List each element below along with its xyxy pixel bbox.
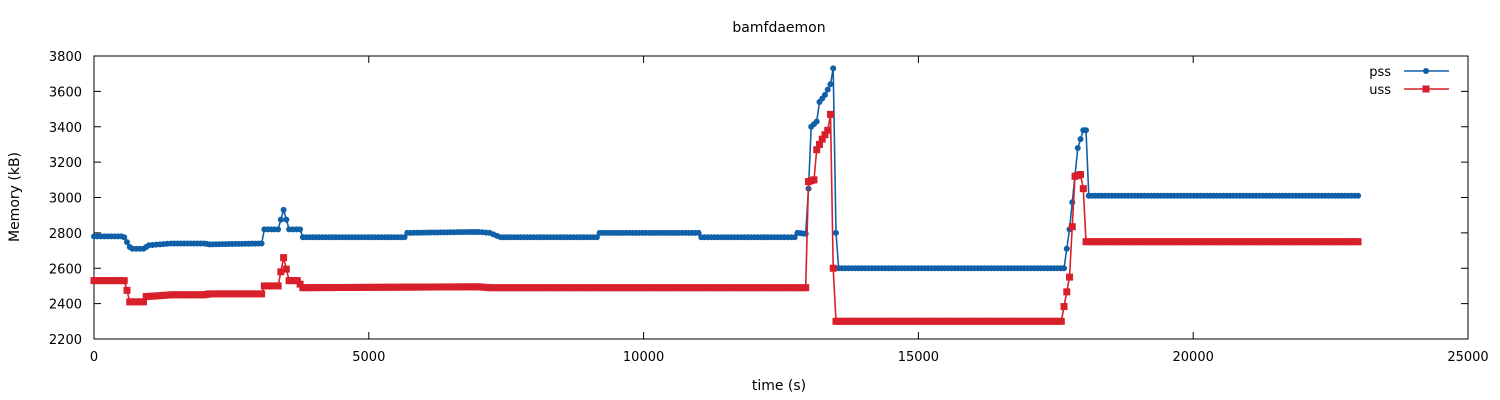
x-tick-label: 5000 [352, 350, 385, 365]
x-tick-label: 25000 [1447, 350, 1488, 365]
pss-point [1061, 265, 1068, 272]
pss-point [121, 234, 128, 241]
y-tick-label: 2600 [49, 262, 82, 277]
uss-point [1063, 288, 1071, 296]
uss-point [482, 283, 490, 291]
legend: pss uss [1369, 65, 1449, 98]
uss-point [802, 284, 810, 292]
series-lines [90, 65, 1362, 325]
pss-point [821, 91, 828, 98]
pss-point [123, 239, 130, 246]
pss-point [832, 229, 839, 236]
y-tick-label: 3600 [49, 85, 82, 100]
uss-point [1422, 85, 1430, 93]
pss-point [593, 234, 600, 241]
pss-point [1355, 192, 1362, 199]
uss-point [829, 264, 837, 272]
chart-title: bamfdaemon [732, 20, 825, 36]
uss-point [282, 265, 290, 273]
uss-point [1068, 223, 1076, 231]
pss-point [1077, 136, 1084, 143]
uss-point [1066, 273, 1074, 281]
pss-point [1074, 144, 1081, 151]
y-tick-label: 2200 [49, 333, 82, 348]
y-tick-label: 3800 [49, 50, 82, 65]
uss-point [1057, 317, 1065, 325]
x-tick-label: 15000 [898, 350, 939, 365]
pss-point [830, 65, 837, 72]
uss-point [824, 126, 832, 134]
uss-point [475, 283, 483, 291]
pss-point [791, 234, 798, 241]
pss-point [824, 86, 831, 93]
pss-point [275, 226, 282, 233]
uss-point [274, 282, 282, 290]
uss-point [1079, 185, 1087, 193]
uss-point [813, 146, 821, 154]
uss-point [1354, 238, 1362, 246]
pss-point [401, 234, 408, 241]
uss-point [293, 277, 301, 285]
legend-label-pss: pss [1369, 65, 1391, 80]
uss-point [258, 290, 266, 298]
uss-point [478, 283, 486, 291]
uss-point [296, 280, 304, 288]
uss-point [1060, 303, 1068, 311]
uss-point [120, 277, 128, 285]
pss-point [1083, 127, 1090, 134]
y-tick-label: 2400 [49, 298, 82, 313]
uss-point [123, 286, 131, 294]
uss-point [821, 131, 829, 139]
pss-series [91, 65, 1362, 272]
uss-point [139, 298, 147, 306]
pss-point [1423, 68, 1429, 74]
pss-point [277, 216, 284, 223]
y-tick-label: 3400 [49, 121, 82, 136]
uss-series [90, 110, 1362, 325]
x-axis-title: time (s) [752, 378, 806, 394]
uss-point [1077, 171, 1085, 179]
pss-point [258, 240, 265, 247]
uss-point [160, 291, 168, 299]
pss-point [283, 216, 290, 223]
uss-point [826, 110, 834, 118]
pss-point [827, 81, 834, 88]
x-tick-label: 0 [90, 350, 98, 365]
x-tick-label: 20000 [1173, 350, 1214, 365]
y-tick-label: 3200 [49, 156, 82, 171]
y-axis-title: Memory (kB) [7, 152, 23, 242]
uss-point [156, 292, 164, 300]
uss-point [818, 135, 826, 143]
y-tick-label: 3000 [49, 192, 82, 207]
uss-point [280, 254, 288, 262]
axis-ticks: 0 5000 10000 15000 20000 25000 2200 2400 2600 280… [49, 50, 1489, 365]
pss-point [813, 118, 820, 125]
x-tick-label: 10000 [623, 350, 664, 365]
pss-point [297, 226, 304, 233]
pss-point [1063, 245, 1070, 252]
uss-point [163, 291, 171, 299]
uss-point [810, 176, 818, 184]
uss-point [815, 140, 823, 148]
pss-point [280, 206, 287, 213]
uss-point [277, 268, 285, 276]
pss-point [695, 229, 702, 236]
y-tick-label: 2800 [49, 227, 82, 242]
legend-label-uss: uss [1369, 83, 1391, 98]
